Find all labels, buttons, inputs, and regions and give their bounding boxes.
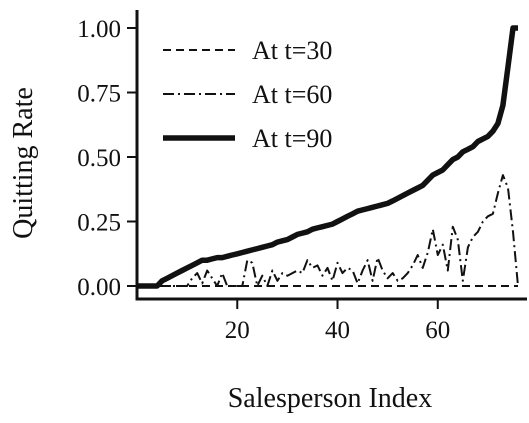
y-ticks: 0.00 0.25 0.50 0.75 1.00	[77, 16, 137, 301]
axes	[135, 10, 527, 301]
x-axis-title: Salesperson Index	[228, 383, 433, 414]
y-axis-title: Quitting Rate	[8, 87, 39, 239]
legend-label: At t=30	[252, 36, 332, 65]
series-line-3	[137, 25, 518, 289]
series-layer	[137, 25, 519, 289]
x-tick-label: 20	[225, 317, 250, 344]
y-tick-label: 1.00	[77, 16, 121, 43]
y-tick-label: 0.00	[77, 274, 121, 301]
legend: At t=30 At t=60 At t=90	[163, 36, 332, 153]
y-tick-label: 0.25	[77, 210, 121, 237]
series-line-2	[137, 174, 519, 287]
legend-label: At t=90	[252, 124, 332, 153]
legend-label: At t=60	[252, 80, 332, 109]
x-ticks: 20 40 60	[225, 299, 450, 344]
x-tick-label: 60	[425, 317, 450, 344]
y-tick-label: 0.75	[77, 81, 121, 108]
y-tick-label: 0.50	[77, 145, 121, 172]
x-tick-label: 40	[325, 317, 350, 344]
